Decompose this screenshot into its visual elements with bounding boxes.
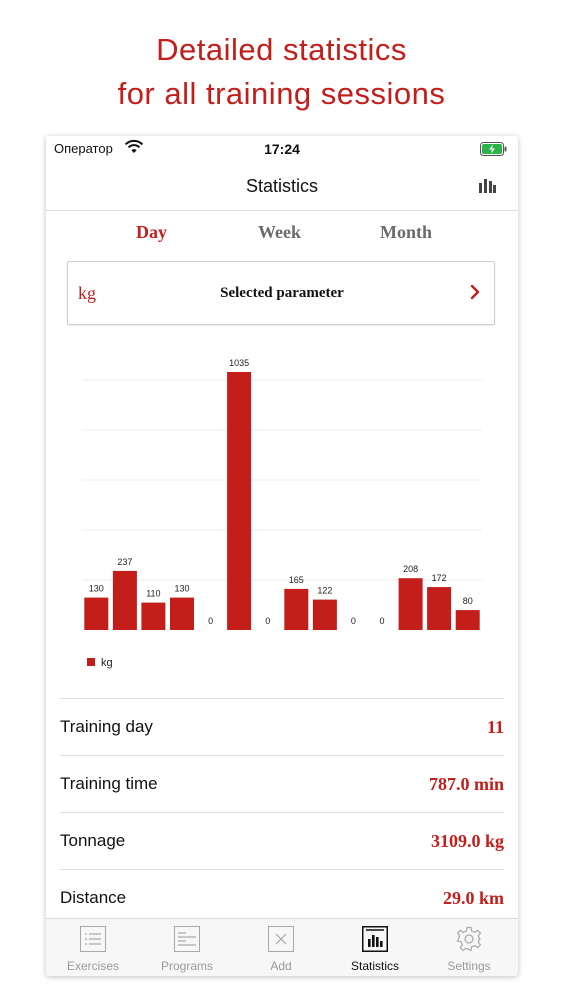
statistics-icon <box>362 926 388 957</box>
stat-row-training-time: Training time 787.0 min <box>60 755 504 812</box>
stat-value: 3109.0 kg <box>430 831 504 851</box>
stat-row-tonnage: Tonnage 3109.0 kg <box>60 812 504 869</box>
add-icon <box>268 926 294 957</box>
stat-value: 787.0 min <box>428 774 504 794</box>
status-bar: Оператор 17:24 <box>46 136 518 164</box>
chart-bar[interactable] <box>112 570 137 630</box>
chart-data-label: 208 <box>403 564 418 574</box>
battery-icon <box>480 142 508 161</box>
chart-data-label: 0 <box>208 616 213 626</box>
legend-label: kg <box>101 657 113 669</box>
wifi-icon <box>124 139 144 160</box>
chart-bar[interactable] <box>455 610 480 630</box>
chart-bar[interactable] <box>398 578 423 630</box>
chart-bar[interactable] <box>227 372 252 630</box>
chart-data-label: 110 <box>146 589 160 599</box>
status-time: 17:24 <box>264 141 300 157</box>
gear-icon <box>456 926 482 957</box>
stat-label: Tonnage <box>60 831 126 850</box>
chart-bar[interactable] <box>312 599 337 630</box>
period-segmented-control: Day Week Month <box>46 222 518 252</box>
stat-label: Distance <box>60 888 127 907</box>
legend-swatch <box>87 658 95 666</box>
chart-data-label: 0 <box>265 616 270 626</box>
parameter-unit: kg <box>78 283 96 303</box>
chart-data-label: 172 <box>432 573 447 583</box>
chevron-right-icon <box>470 284 480 305</box>
chart-data-label: 237 <box>117 557 132 567</box>
chart-data-label: 80 <box>463 596 473 606</box>
tab-bar: Exercises Programs <box>46 918 518 976</box>
chart-data-label: 165 <box>289 575 304 585</box>
tab-label: Settings <box>447 959 491 973</box>
tab-add[interactable]: Add <box>234 919 328 976</box>
tab-statistics[interactable]: Statistics <box>328 919 422 976</box>
chart-data-label: 130 <box>89 584 104 594</box>
programs-icon <box>174 926 200 957</box>
stat-value: 11 <box>486 717 504 737</box>
phone-screen: Оператор 17:24 Statistics <box>46 136 518 976</box>
segment-day[interactable]: Day <box>136 222 167 242</box>
tab-exercises[interactable]: Exercises <box>46 919 140 976</box>
chart-data-label: 1035 <box>229 358 249 368</box>
chart-data-label: 122 <box>317 586 332 596</box>
parameter-label: Selected parameter <box>220 285 344 301</box>
tab-settings[interactable]: Settings <box>422 919 516 976</box>
stats-list: Training day 11 Training time 787.0 min … <box>60 698 504 926</box>
list-icon <box>80 926 106 957</box>
stat-label: Training day <box>60 717 153 736</box>
stat-row-training-day: Training day 11 <box>60 698 504 755</box>
chart-data-label: 130 <box>174 584 189 594</box>
tab-label: Statistics <box>350 959 399 973</box>
page-title: Statistics <box>245 176 319 196</box>
promo-headline-line2: for all training sessions <box>117 76 446 111</box>
stat-value: 29.0 km <box>442 888 504 908</box>
bar-chart-icon[interactable] <box>479 178 496 198</box>
chart-bar[interactable] <box>141 602 166 630</box>
promo-headline: Detailed statistics for all training ses… <box>0 28 563 116</box>
segment-month[interactable]: Month <box>380 222 433 242</box>
tab-label: Add <box>270 959 292 973</box>
segment-week[interactable]: Week <box>258 222 301 242</box>
tab-label: Exercises <box>66 959 119 973</box>
chart-bar[interactable] <box>84 597 109 630</box>
chart-bar[interactable] <box>170 597 194 630</box>
chart-data-label: 0 <box>351 616 356 626</box>
stat-label: Training time <box>60 774 158 793</box>
promo-headline-line1: Detailed statistics <box>156 32 407 67</box>
parameter-selector[interactable]: kg Selected parameter <box>67 261 495 325</box>
tab-label: Programs <box>160 959 213 973</box>
chart-data-label: 0 <box>379 616 384 626</box>
weight-bar-chart: 130 237 110 130 0 1035 0 165 122 0 0 208 172 80 kg <box>82 358 482 669</box>
navigation-bar: Statistics <box>46 164 518 211</box>
tab-programs[interactable]: Programs <box>140 919 234 976</box>
stat-row-distance: Distance 29.0 km <box>60 869 504 926</box>
carrier-name: Оператор <box>54 141 113 156</box>
chart-bar[interactable] <box>427 587 452 630</box>
chart-bar[interactable] <box>284 588 309 630</box>
